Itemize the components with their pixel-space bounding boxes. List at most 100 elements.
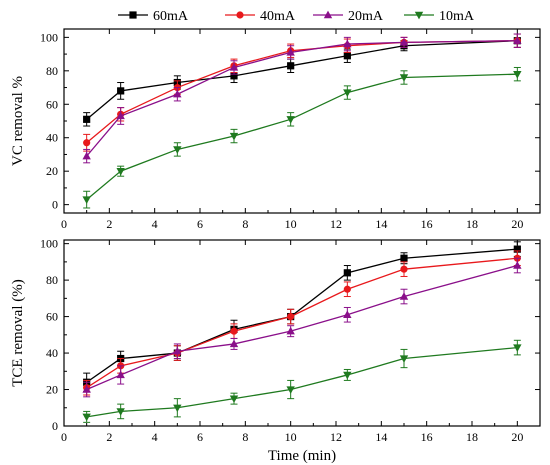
- vc-point-60ma: [230, 72, 238, 80]
- legend-label-20ma: 20mA: [348, 9, 384, 24]
- vc-series-40ma: [83, 33, 521, 152]
- vc-removal-panel: 0 2 4 6 8 10 12 14 16 18 20 0 20 40 60 80 100 VC removal …: [10, 28, 541, 231]
- vc-series-10ma: [82, 66, 522, 209]
- tce-y-tick-label: 0: [52, 419, 58, 433]
- tce-point-20ma: [286, 326, 295, 335]
- vc-x-tick-label: 6: [197, 217, 203, 231]
- vc-point-20ma: [82, 151, 91, 160]
- vc-axes-frame: [63, 28, 541, 214]
- vc-y-tick-label: 80: [46, 64, 58, 78]
- tce-x-tick-label: 20: [511, 430, 523, 444]
- tce-point-10ma: [286, 386, 295, 394]
- vc-point-20ma: [173, 89, 182, 98]
- tce-x-tick-label: 6: [197, 430, 203, 444]
- tce-point-10ma: [343, 371, 352, 380]
- vc-point-20ma: [399, 37, 409, 46]
- tce-point-60ma: [343, 269, 351, 277]
- tce-x-tick-label: 10: [285, 430, 297, 444]
- vc-x-tick-label: 20: [511, 217, 523, 231]
- vc-y-tick-label: 40: [46, 131, 58, 145]
- tce-x-tick-label: 14: [375, 430, 387, 444]
- vc-x-tick-label: 12: [330, 217, 342, 231]
- vc-y-axis-title: VC removal %: [10, 76, 26, 166]
- vc-point-20ma: [286, 48, 295, 56]
- tce-point-40ma: [230, 327, 238, 335]
- vc-point-20ma: [116, 111, 125, 120]
- tce-series-20ma: [82, 257, 522, 398]
- vc-point-10ma: [399, 74, 409, 82]
- vc-point-10ma: [116, 167, 125, 176]
- vc-point-10ma: [343, 89, 352, 97]
- vc-point-20ma: [229, 63, 239, 71]
- tce-point-40ma: [343, 285, 351, 293]
- tce-x-tick-label: 16: [421, 430, 433, 444]
- tce-line-10ma: [86, 346, 518, 418]
- tce-y-tick-label: 40: [46, 346, 58, 360]
- legend: 60mA 40mA 20mA 10mA: [118, 9, 475, 24]
- legend-label-10ma: 10mA: [439, 9, 475, 24]
- vc-line-60ma: [86, 40, 518, 120]
- tce-x-tick-label: 2: [106, 430, 112, 444]
- tce-removal-panel: 0 2 4 6 8 10 12 14 16 18 20 0 20 40 60 80 100 TCE removal…: [10, 237, 541, 464]
- tce-point-60ma: [400, 254, 408, 262]
- tce-point-10ma: [399, 355, 409, 363]
- vc-point-60ma: [83, 115, 91, 123]
- vc-y-tick-label: 60: [46, 97, 58, 111]
- vc-x-tick-label: 2: [106, 217, 112, 231]
- vc-point-10ma: [82, 196, 91, 205]
- tce-point-20ma: [173, 346, 182, 355]
- tce-point-10ma: [173, 404, 182, 413]
- tce-axes-frame: [63, 239, 541, 427]
- vc-y-tick-label: 0: [52, 198, 58, 212]
- legend-marker-10ma: [414, 11, 424, 20]
- vc-line-40ma: [86, 40, 518, 144]
- tce-point-40ma: [400, 265, 408, 273]
- tce-x-tick-label: 0: [61, 430, 67, 444]
- vc-series-60ma: [83, 33, 521, 127]
- vc-y-tick-label: 20: [46, 164, 58, 178]
- vc-series-20ma: [82, 33, 522, 164]
- tce-point-60ma: [513, 245, 521, 253]
- vc-x-tick-label: 14: [375, 217, 387, 231]
- vc-line-20ma: [86, 40, 518, 157]
- tce-x-tick-label: 18: [466, 430, 478, 444]
- legend-marker-40ma: [236, 11, 244, 19]
- vc-point-10ma: [513, 70, 522, 79]
- legend-label-60ma: 60mA: [153, 9, 189, 24]
- tce-y-tick-label: 100: [40, 237, 58, 251]
- tce-point-20ma: [513, 261, 522, 269]
- vc-point-10ma: [229, 132, 239, 141]
- tce-point-40ma: [287, 312, 295, 321]
- vc-x-tick-label: 4: [152, 217, 158, 231]
- tce-point-20ma: [229, 339, 239, 348]
- vc-point-20ma: [343, 39, 352, 48]
- vc-point-60ma: [343, 52, 351, 60]
- vc-point-10ma: [286, 116, 295, 124]
- vc-x-tick-label: 10: [285, 217, 297, 231]
- vc-point-60ma: [117, 87, 125, 95]
- tce-series-10ma: [82, 339, 522, 423]
- vc-y-tick-label: 100: [40, 30, 58, 44]
- tce-line-20ma: [86, 264, 518, 391]
- legend-marker-20ma: [323, 10, 333, 19]
- tce-y-tick-label: 20: [46, 383, 58, 397]
- vc-point-20ma: [513, 36, 522, 44]
- tce-x-tick-label: 4: [152, 430, 158, 444]
- tce-y-tick-label: 80: [46, 273, 58, 287]
- vc-x-tick-label: 16: [421, 217, 433, 231]
- tce-point-20ma: [343, 310, 352, 318]
- tce-point-10ma: [513, 344, 522, 352]
- tce-point-20ma: [82, 385, 91, 393]
- tce-x-axis-title: Time (min): [268, 448, 336, 464]
- vc-line-10ma: [86, 73, 518, 201]
- vc-x-tick-label: 18: [466, 217, 478, 231]
- legend-label-40ma: 40mA: [260, 9, 296, 24]
- tce-x-tick-label: 12: [330, 430, 342, 444]
- vc-x-tick-label: 0: [61, 217, 67, 231]
- legend-marker-60ma: [129, 11, 137, 19]
- tce-y-axis-title: TCE removal (%): [10, 279, 26, 386]
- tce-point-10ma: [229, 395, 239, 404]
- tce-series-40ma: [83, 250, 521, 396]
